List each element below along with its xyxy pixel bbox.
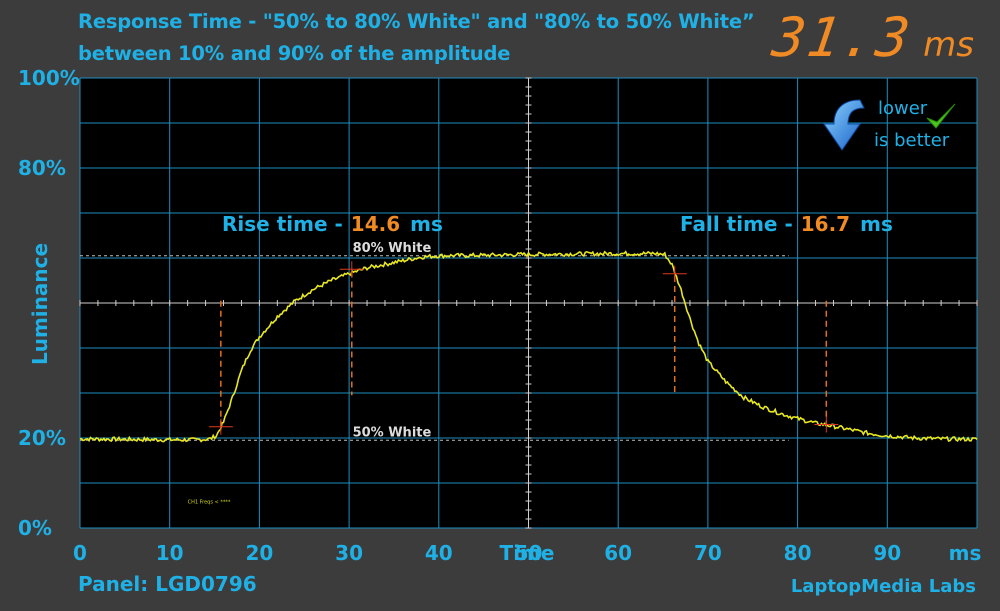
x-tick-label: 10 [155, 541, 184, 565]
y-tick-label: 100% [18, 66, 80, 90]
x-tick-label: 40 [424, 541, 453, 565]
total-response-time: 31.3 ms [769, 6, 974, 69]
x-tick-label: 80 [783, 541, 812, 565]
x-tick-label: 20 [245, 541, 274, 565]
checkmark-icon [926, 103, 956, 129]
badge-line-1: lower [878, 98, 928, 119]
rise-time: Rise time - 14.6 ms [222, 212, 443, 236]
x-tick-label: 70 [693, 541, 722, 565]
rise-time-label: Rise time - [222, 212, 343, 236]
chart-title: Response Time - "50% to 80% White" and "… [78, 6, 755, 70]
reference-line-label: 80% White [353, 241, 432, 256]
x-axis-label: Time [499, 541, 555, 565]
down-arrow-icon [823, 99, 865, 151]
fall-time-label: Fall time - [680, 212, 793, 236]
rise-time-value: 14.6 [350, 212, 401, 236]
y-tick-label: 20% [18, 426, 66, 450]
luminance-trace [79, 250, 978, 443]
panel-label: Panel: LGD0796 [78, 572, 257, 596]
fall-time-unit: ms [860, 212, 893, 236]
fall-time-value: 16.7 [800, 212, 851, 236]
fall-time: Fall time - 16.7 ms [680, 212, 893, 236]
title-line-1: Response Time - "50% to 80% White" and "… [78, 10, 755, 33]
title-line-2: between 10% and 90% of the amplitude [78, 42, 511, 65]
total-unit: ms [923, 25, 974, 65]
y-tick-label: 80% [18, 156, 66, 180]
x-tick-label: 60 [604, 541, 633, 565]
x-tick-label: 90 [873, 541, 902, 565]
y-tick-label: 0% [18, 516, 52, 540]
credit-label: LaptopMedia Labs [790, 576, 976, 597]
x-tick-label: 50 [514, 541, 543, 565]
badge-line-2: is better [874, 130, 950, 151]
lower-is-better-badge: lower is better [820, 96, 960, 156]
rise-time-unit: ms [410, 212, 443, 236]
x-axis-unit: ms [948, 541, 982, 565]
reference-line-label: 50% White [353, 425, 432, 440]
x-tick-label: 30 [335, 541, 364, 565]
small-annotation: CH1 Freqs < **** [188, 499, 231, 505]
x-tick-label: 0 [73, 541, 87, 565]
